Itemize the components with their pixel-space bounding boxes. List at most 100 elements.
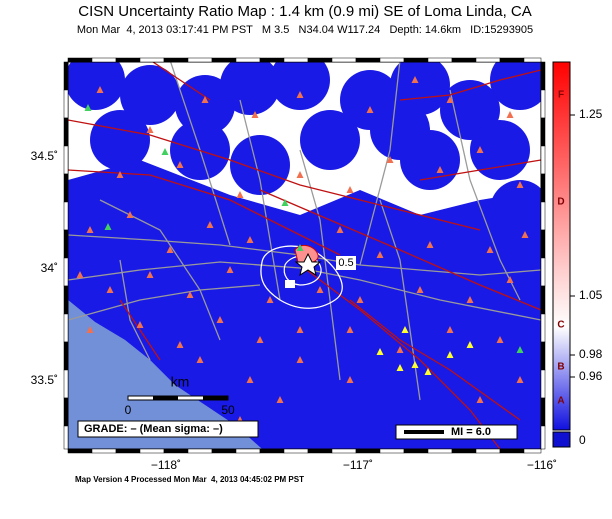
frame-tick xyxy=(259,448,285,454)
coverage-circle xyxy=(490,62,541,110)
station xyxy=(396,346,404,353)
lon-label: −117˚ xyxy=(343,458,373,472)
grade-letter: B xyxy=(557,362,564,373)
frame-tick xyxy=(63,257,69,287)
frame-tick xyxy=(499,57,525,63)
frame-tick xyxy=(403,57,429,63)
frame-tick xyxy=(63,173,69,203)
frame-tick xyxy=(115,57,141,63)
grade-letter: D xyxy=(557,197,564,208)
coverage-circle xyxy=(470,120,530,180)
road xyxy=(68,284,261,321)
station xyxy=(516,376,524,383)
station xyxy=(106,286,114,293)
grade-letter: A xyxy=(557,396,564,407)
frame-tick xyxy=(475,57,501,63)
station xyxy=(386,156,394,163)
scale-label: 50 xyxy=(221,403,235,417)
frame-tick xyxy=(63,313,69,343)
road xyxy=(299,149,341,381)
road xyxy=(239,99,281,301)
station xyxy=(411,361,419,368)
station xyxy=(146,271,154,278)
station xyxy=(246,236,254,243)
fault xyxy=(119,299,161,361)
frame-tick xyxy=(63,369,69,399)
lon-label: −116˚ xyxy=(527,458,557,472)
grade-letter: F xyxy=(558,90,564,101)
frame-tick xyxy=(67,57,93,63)
frame-tick xyxy=(163,57,189,63)
frame-tick xyxy=(540,341,546,371)
frame-ticks xyxy=(63,57,546,454)
colorbar-label: 0.98 xyxy=(579,347,603,361)
colorbar-zero-box xyxy=(552,431,571,448)
station xyxy=(176,341,184,348)
frame-tick xyxy=(63,425,69,450)
frame-tick xyxy=(379,57,405,63)
station xyxy=(216,316,224,323)
scale-label: 0 xyxy=(125,403,132,417)
map-area xyxy=(68,62,541,449)
station xyxy=(206,221,214,228)
frame-tick xyxy=(211,448,237,454)
station xyxy=(316,286,324,293)
station xyxy=(176,161,184,168)
station xyxy=(86,326,94,333)
frame-tick xyxy=(523,448,542,454)
frame-tick xyxy=(451,448,477,454)
station xyxy=(446,96,454,103)
station xyxy=(476,146,484,153)
frame-tick xyxy=(211,57,237,63)
frame-tick xyxy=(307,57,333,63)
station xyxy=(76,271,84,278)
grade-box xyxy=(77,420,259,438)
station xyxy=(166,246,174,253)
station xyxy=(196,356,204,363)
frame-tick xyxy=(67,448,93,454)
coverage-circle xyxy=(220,62,280,115)
station xyxy=(296,244,304,251)
grade-text: GRADE: – (Mean sigma: –) xyxy=(84,423,223,435)
station xyxy=(436,166,444,173)
frame-tick xyxy=(540,89,546,119)
station xyxy=(296,356,304,363)
station xyxy=(446,326,454,333)
station xyxy=(256,336,264,343)
station xyxy=(136,321,144,328)
colorbar-label: 0 xyxy=(579,433,586,447)
frame-tick xyxy=(540,61,546,91)
station xyxy=(396,364,404,371)
frame-tick xyxy=(403,448,429,454)
station xyxy=(116,171,124,178)
frame-tick xyxy=(499,448,525,454)
contour xyxy=(260,245,343,309)
contour-label-bg xyxy=(336,256,356,270)
grade-letter: C xyxy=(557,320,564,331)
station xyxy=(416,286,424,293)
colorbar-label: 0.96 xyxy=(579,369,603,383)
frame-tick xyxy=(187,57,213,63)
footer: Map Version 4 Processed Mon Mar 4, 2013 … xyxy=(75,475,304,484)
station xyxy=(506,276,514,283)
lat-label: 34˚ xyxy=(41,261,58,275)
station xyxy=(476,396,484,403)
road xyxy=(68,261,541,321)
frame-tick xyxy=(63,201,69,231)
contour-label: 0.5 xyxy=(338,257,353,269)
station xyxy=(96,86,104,93)
frame-tick xyxy=(63,397,69,427)
station xyxy=(424,368,432,375)
colorbar xyxy=(552,61,571,431)
frame-tick xyxy=(63,61,69,91)
station xyxy=(426,241,434,248)
station xyxy=(251,111,259,118)
station xyxy=(346,326,354,333)
station xyxy=(346,376,354,383)
frame-tick xyxy=(475,448,501,454)
frame-tick xyxy=(91,57,117,63)
frame-tick xyxy=(63,285,69,315)
station xyxy=(336,226,344,233)
station xyxy=(266,296,274,303)
frame-tick xyxy=(379,448,405,454)
